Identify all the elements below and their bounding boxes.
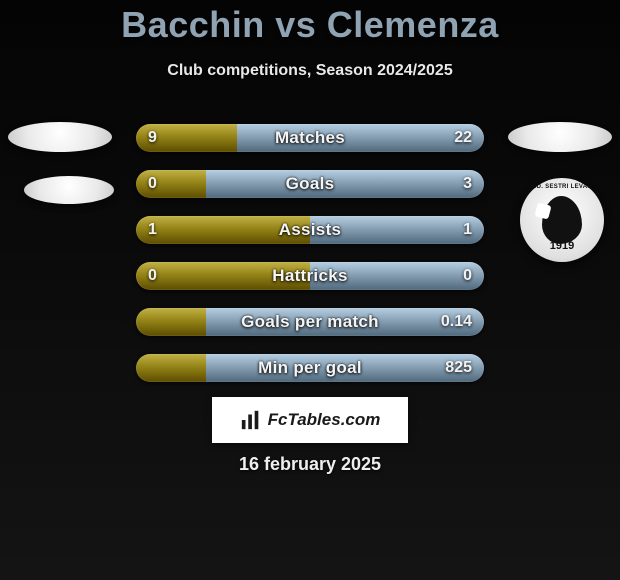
stat-row: Matches9 22 [136, 124, 484, 152]
attribution-text: FcTables.com [268, 410, 381, 430]
stat-label: Goals per match [136, 308, 484, 336]
stat-value-left: 0 [148, 262, 157, 290]
right-club-logo: U.S.D. SESTRI LEVANTE 1919 [520, 178, 604, 262]
attribution-badge: FcTables.com [212, 397, 408, 443]
chart-title: Bacchin vs Clemenza [0, 4, 620, 46]
club-logo-silhouette [542, 196, 582, 244]
left-club-ellipse-1 [8, 122, 112, 152]
stat-value-right: 0 [463, 262, 472, 290]
stat-row: Min per goal825 [136, 354, 484, 382]
comparison-chart: Bacchin vs Clemenza Club competitions, S… [0, 0, 620, 580]
stat-value-left: 0 [148, 170, 157, 198]
stat-value-left: 1 [148, 216, 157, 244]
club-logo-year: 1919 [520, 240, 604, 252]
stat-value-right: 3 [463, 170, 472, 198]
stat-label: Assists [136, 216, 484, 244]
stat-value-right: 1 [463, 216, 472, 244]
stat-label: Hattricks [136, 262, 484, 290]
stat-row: Goals0 3 [136, 170, 484, 198]
chart-subtitle: Club competitions, Season 2024/2025 [0, 62, 620, 80]
stat-bars: Matches922Goals03Assists11Hattricks00Goa… [136, 124, 484, 400]
stat-value-right: 0.14 [441, 308, 472, 336]
stat-value-left: 9 [148, 124, 157, 152]
chart-date: 16 february 2025 [0, 454, 620, 475]
stat-row: Assists1 1 [136, 216, 484, 244]
bar-chart-icon [240, 409, 262, 431]
stat-value-right: 22 [454, 124, 472, 152]
stat-label: Goals [136, 170, 484, 198]
club-logo-top-text: U.S.D. SESTRI LEVANTE [520, 184, 604, 190]
stat-row: Goals per match0.14 [136, 308, 484, 336]
stat-label: Matches [136, 124, 484, 152]
stat-value-right: 825 [445, 354, 472, 382]
left-club-ellipse-2 [24, 176, 114, 204]
stat-row: Hattricks0 0 [136, 262, 484, 290]
stat-label: Min per goal [136, 354, 484, 382]
right-club-ellipse-1 [508, 122, 612, 152]
